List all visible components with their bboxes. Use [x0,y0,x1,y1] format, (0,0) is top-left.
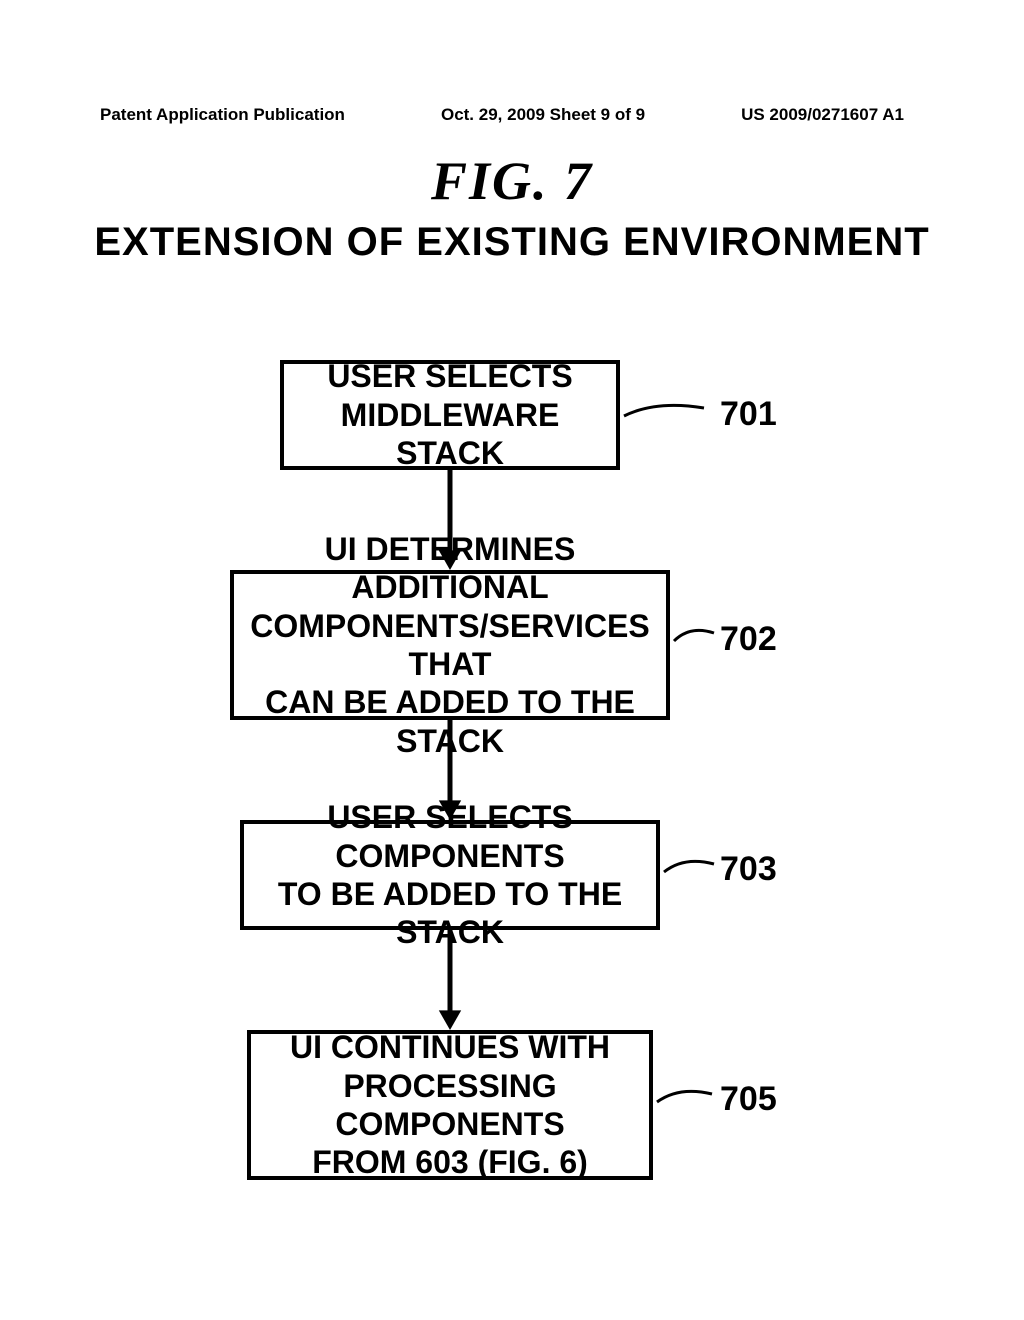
flowchart-node-705: UI CONTINUES WITHPROCESSING COMPONENTSFR… [247,1030,653,1180]
flowchart-ref-705: 705 [720,1080,777,1119]
flowchart-arrow-1 [435,720,465,820]
leader-line-705 [657,1084,712,1108]
flowchart-ref-701: 701 [720,395,777,434]
figure-label: FIG. 7 [0,150,1024,212]
flowchart-node-703: USER SELECTS COMPONENTSTO BE ADDED TO TH… [240,820,660,930]
header-left: Patent Application Publication [100,105,345,125]
page-header: Patent Application Publication Oct. 29, … [0,105,1024,125]
leader-line-701 [624,398,704,422]
flowchart-ref-703: 703 [720,850,777,889]
leader-line-702 [674,623,714,647]
flowchart-node-702: UI DETERMINES ADDITIONALCOMPONENTS/SERVI… [230,570,670,720]
header-center: Oct. 29, 2009 Sheet 9 of 9 [441,105,645,125]
leader-line-703 [664,854,714,878]
figure-title: EXTENSION OF EXISTING ENVIRONMENT [0,220,1024,265]
flowchart-ref-702: 702 [720,620,777,659]
flowchart-arrow-0 [435,470,465,570]
flowchart-arrow-2 [435,930,465,1030]
flowchart-node-701: USER SELECTSMIDDLEWARE STACK [280,360,620,470]
header-right: US 2009/0271607 A1 [741,105,904,125]
